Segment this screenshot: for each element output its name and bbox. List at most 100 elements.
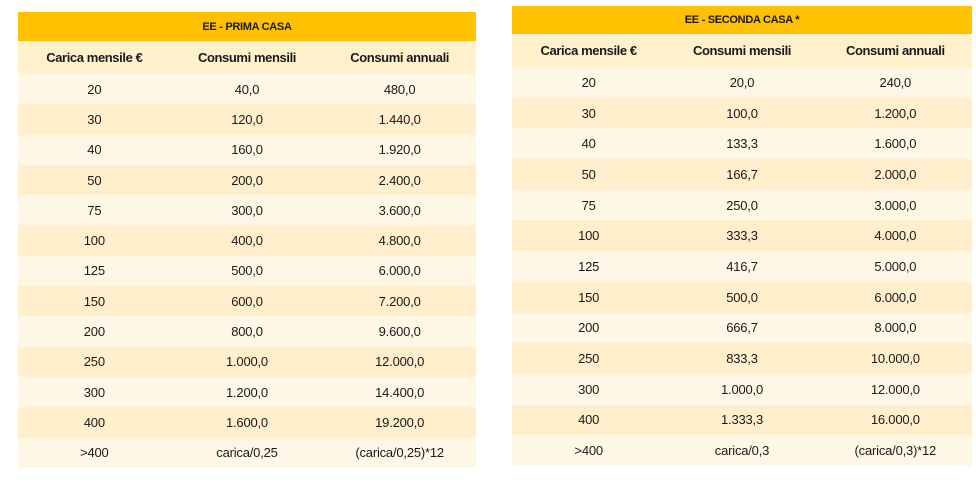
- table-row: >400 carica/0,3 (carica/0,3)*12: [512, 435, 972, 466]
- cell-carica: 200: [512, 312, 666, 344]
- table-title: EE - PRIMA CASA: [18, 12, 476, 41]
- cell-consumi-mensili: 1.333,3: [665, 404, 819, 436]
- table-row: 125 500,0 6.000,0: [18, 255, 476, 287]
- column-header-consumi-annuali: Consumi annuali: [818, 34, 972, 67]
- cell-consumi-annuali: 480,0: [323, 74, 476, 105]
- cell-carica: 125: [512, 251, 666, 282]
- table-row: 75 300,0 3.600,0: [18, 195, 476, 226]
- cell-consumi-annuali: 3.600,0: [323, 195, 476, 226]
- cell-consumi-annuali: 8.000,0: [818, 312, 972, 344]
- cell-carica: 125: [18, 255, 171, 287]
- cell-consumi-annuali: 16.000,0: [818, 404, 972, 436]
- cell-consumi-annuali: 240,0: [818, 67, 972, 98]
- table-row: 100 333,3 4.000,0: [512, 220, 972, 252]
- cell-consumi-annuali: 1.200,0: [818, 97, 972, 129]
- cell-carica: 50: [512, 159, 666, 190]
- cell-carica: 30: [18, 104, 171, 135]
- cell-consumi-mensili: 500,0: [170, 255, 324, 287]
- table-row: 75 250,0 3.000,0: [512, 189, 972, 221]
- cell-consumi-mensili: 400,0: [170, 225, 324, 256]
- cell-consumi-mensili: 300,0: [170, 195, 324, 226]
- cell-carica: 75: [18, 195, 171, 226]
- cell-consumi-annuali: 4.000,0: [818, 220, 972, 252]
- cell-consumi-annuali: 1.920,0: [323, 134, 476, 165]
- cell-consumi-mensili: 1.000,0: [170, 346, 324, 377]
- cell-consumi-mensili: 40,0: [170, 74, 324, 105]
- cell-carica: 75: [512, 189, 666, 221]
- cell-carica: 400: [512, 404, 666, 436]
- cell-consumi-mensili: carica/0,25: [170, 437, 324, 468]
- cell-consumi-annuali: 1.600,0: [818, 128, 972, 160]
- cell-consumi-mensili: 133,3: [665, 128, 819, 160]
- cell-consumi-mensili: 1.600,0: [170, 407, 324, 438]
- table-seconda-casa: EE - SECONDA CASA * Carica mensile € Con…: [512, 6, 972, 466]
- cell-consumi-mensili: 600,0: [170, 286, 324, 317]
- cell-carica: 40: [18, 134, 171, 165]
- table-row: 250 1.000,0 12.000,0: [18, 346, 476, 377]
- cell-carica: 300: [512, 373, 666, 405]
- cell-consumi-mensili: 250,0: [665, 189, 819, 221]
- cell-carica: 150: [18, 286, 171, 317]
- column-header-carica: Carica mensile €: [18, 41, 171, 74]
- cell-carica: 400: [18, 407, 171, 438]
- table-row: 40 160,0 1.920,0: [18, 134, 476, 165]
- table-row: 100 400,0 4.800,0: [18, 225, 476, 256]
- table-row: 150 500,0 6.000,0: [512, 281, 972, 313]
- cell-consumi-mensili: 160,0: [170, 134, 324, 165]
- cell-consumi-annuali: 2.400,0: [323, 164, 476, 196]
- table-row: 50 166,7 2.000,0: [512, 159, 972, 190]
- cell-consumi-annuali: 4.800,0: [323, 225, 476, 256]
- cell-consumi-mensili: carica/0,3: [665, 435, 819, 466]
- table-row: 400 1.333,3 16.000,0: [512, 404, 972, 436]
- table-row: 150 600,0 7.200,0: [18, 286, 476, 317]
- cell-consumi-annuali: 6.000,0: [323, 255, 476, 287]
- table-row: 300 1.200,0 14.400,0: [18, 376, 476, 408]
- cell-consumi-annuali: 10.000,0: [818, 343, 972, 374]
- cell-carica: 150: [512, 281, 666, 313]
- table-row: 50 200,0 2.400,0: [18, 164, 476, 196]
- cell-carica: 250: [512, 343, 666, 374]
- cell-consumi-mensili: 20,0: [665, 67, 819, 98]
- cell-consumi-annuali: 14.400,0: [323, 376, 476, 408]
- cell-carica: 100: [18, 225, 171, 256]
- cell-consumi-annuali: 3.000,0: [818, 189, 972, 221]
- cell-consumi-mensili: 333,3: [665, 220, 819, 252]
- cell-consumi-annuali: 9.600,0: [323, 316, 476, 347]
- cell-consumi-annuali: 1.440,0: [323, 104, 476, 135]
- table-row: 30 100,0 1.200,0: [512, 97, 972, 129]
- cell-consumi-mensili: 1.200,0: [170, 376, 324, 408]
- cell-carica: >400: [18, 437, 171, 468]
- table-row: 250 833,3 10.000,0: [512, 343, 972, 374]
- cell-consumi-mensili: 500,0: [665, 281, 819, 313]
- cell-consumi-annuali: 12.000,0: [818, 373, 972, 405]
- cell-consumi-annuali: (carica/0,3)*12: [818, 435, 972, 466]
- table-prima-casa: EE - PRIMA CASA Carica mensile € Consumi…: [18, 12, 476, 468]
- cell-carica: >400: [512, 435, 666, 466]
- cell-carica: 50: [18, 164, 171, 196]
- table-row: 30 120,0 1.440,0: [18, 104, 476, 135]
- cell-consumi-annuali: 5.000,0: [818, 251, 972, 282]
- table-row: 20 20,0 240,0: [512, 67, 972, 98]
- table-row: 300 1.000,0 12.000,0: [512, 373, 972, 405]
- cell-carica: 40: [512, 128, 666, 160]
- cell-carica: 300: [18, 376, 171, 408]
- cell-carica: 20: [18, 74, 171, 105]
- cell-consumi-mensili: 1.000,0: [665, 373, 819, 405]
- cell-consumi-annuali: 2.000,0: [818, 159, 972, 190]
- column-header-consumi-annuali: Consumi annuali: [323, 41, 476, 74]
- cell-consumi-mensili: 416,7: [665, 251, 819, 282]
- table-row: 20 40,0 480,0: [18, 74, 476, 105]
- column-header-consumi-mensili: Consumi mensili: [170, 41, 324, 74]
- cell-carica: 30: [512, 97, 666, 129]
- cell-consumi-annuali: 12.000,0: [323, 346, 476, 377]
- table-row: 40 133,3 1.600,0: [512, 128, 972, 160]
- cell-consumi-mensili: 166,7: [665, 159, 819, 190]
- table-row: 125 416,7 5.000,0: [512, 251, 972, 282]
- cell-consumi-mensili: 833,3: [665, 343, 819, 374]
- cell-consumi-mensili: 200,0: [170, 164, 324, 196]
- table-row: >400 carica/0,25 (carica/0,25)*12: [18, 437, 476, 468]
- column-header-consumi-mensili: Consumi mensili: [665, 34, 819, 67]
- table-title: EE - SECONDA CASA *: [512, 6, 972, 34]
- cell-consumi-mensili: 666,7: [665, 312, 819, 344]
- cell-consumi-annuali: 6.000,0: [818, 281, 972, 313]
